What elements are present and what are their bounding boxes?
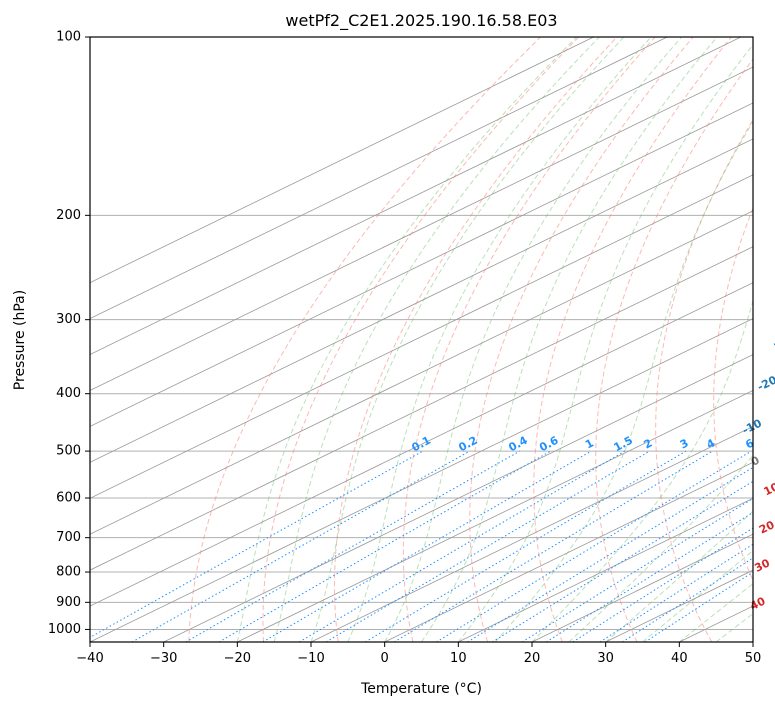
x-tick-label: 40	[671, 651, 688, 666]
x-axis-label: Temperature (°C)	[360, 681, 482, 697]
y-tick-label: 600	[56, 491, 81, 506]
y-tick-label: 1000	[48, 622, 81, 637]
y-tick-label: 500	[56, 444, 81, 459]
y-tick-label: 100	[56, 30, 81, 45]
x-tick-label: 30	[597, 651, 614, 666]
x-tick-label: 0	[381, 651, 389, 666]
chart-title: wetPf2_C2E1.2025.190.16.58.E03	[285, 11, 557, 31]
y-tick-label: 900	[56, 595, 81, 610]
y-tick-label: 200	[56, 208, 81, 223]
y-tick-label: 800	[56, 565, 81, 580]
x-tick-label: 20	[524, 651, 541, 666]
y-axis-label: Pressure (hPa)	[12, 290, 28, 390]
y-tick-label: 400	[56, 386, 81, 401]
x-tick-label: 10	[450, 651, 467, 666]
x-tick-label: 50	[745, 651, 762, 666]
y-tick-label: 700	[56, 530, 81, 545]
x-tick-label: −30	[150, 651, 177, 666]
y-tick-label: 300	[56, 312, 81, 327]
x-tick-label: −10	[297, 651, 324, 666]
x-tick-label: −20	[224, 651, 251, 666]
x-tick-label: −40	[76, 651, 103, 666]
